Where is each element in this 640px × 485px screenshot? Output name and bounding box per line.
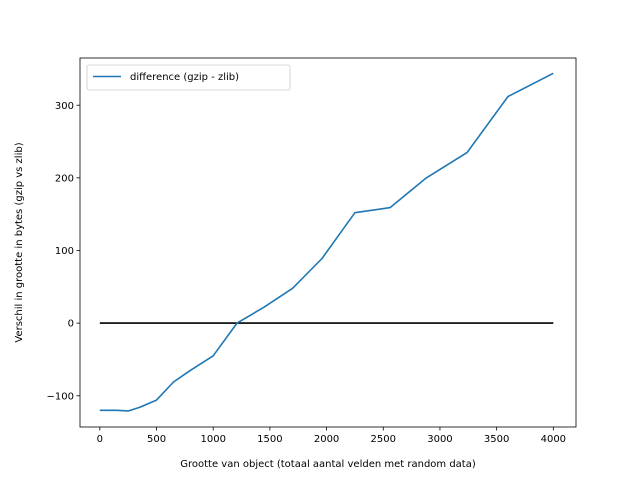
legend-entry-difference: difference (gzip - zlib) — [130, 72, 239, 83]
x-tick-label: 2000 — [314, 434, 339, 445]
x-tick-label: 3000 — [427, 434, 452, 445]
x-axis-ticks: 0 500 1000 1500 2000 2500 3000 3500 4000 — [97, 427, 566, 445]
y-tick-label: 200 — [55, 173, 74, 184]
x-tick-label: 4000 — [541, 434, 566, 445]
y-axis-ticks: −100 0 100 200 300 — [47, 101, 80, 402]
y-tick-label: 0 — [68, 319, 74, 330]
x-axis-label: Grootte van object (totaal aantal velden… — [180, 459, 476, 470]
y-tick-label: 100 — [55, 246, 74, 257]
y-tick-label: 300 — [55, 101, 74, 112]
plot-area-frame — [79, 57, 577, 428]
x-tick-label: 3500 — [484, 434, 509, 445]
series-layer — [99, 72, 554, 412]
series-line-difference — [99, 72, 554, 412]
y-tick-label: −100 — [47, 391, 74, 402]
legend-box — [86, 64, 291, 91]
x-tick-label: 0 — [97, 434, 103, 445]
x-tick-label: 1500 — [257, 434, 282, 445]
x-tick-label: 1000 — [200, 434, 225, 445]
y-axis-label: Verschil in grootte in bytes (gzip vs zl… — [14, 142, 25, 342]
x-tick-label: 500 — [147, 434, 166, 445]
x-tick-label: 2500 — [371, 434, 396, 445]
legend: difference (gzip - zlib) — [86, 64, 291, 91]
